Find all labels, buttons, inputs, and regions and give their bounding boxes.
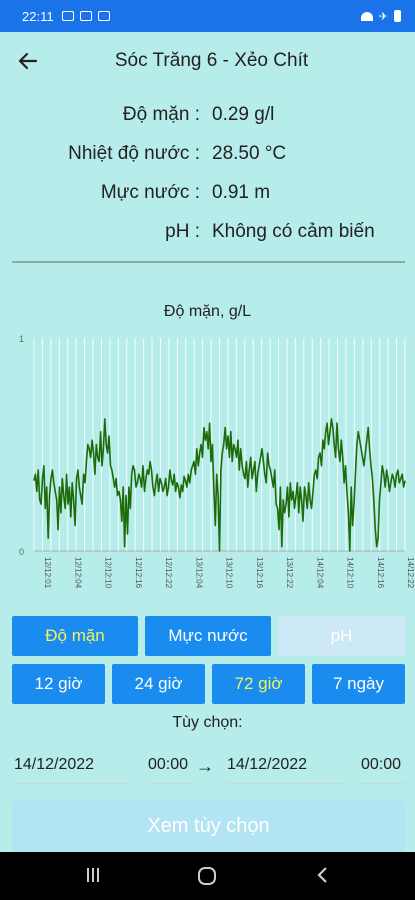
divider	[12, 261, 405, 263]
back-arrow-icon[interactable]	[16, 49, 40, 73]
salinity-chart: 0 1 12/12:01 12/12:04 12/12:10 12/12:16 12/12:…	[0, 330, 415, 610]
airplane-icon: ✈	[378, 10, 388, 23]
to-time-field[interactable]: 00:00	[361, 756, 405, 784]
x-tick-label: 14/12:10	[346, 557, 355, 589]
wifi-icon	[360, 11, 373, 21]
water-level-value: 0.91 m	[212, 182, 271, 203]
ph-row: pH : Không có cảm biến	[0, 221, 415, 257]
from-time-field[interactable]: 00:00	[148, 756, 190, 784]
chart-title: Độ mặn, g/L	[163, 303, 252, 320]
back-nav-icon[interactable]	[314, 866, 332, 884]
x-tick-label: 14/12:04	[315, 557, 324, 589]
ph-value: Không có cảm biến	[212, 221, 375, 242]
cloud-icon	[61, 11, 74, 21]
water-level-row: Mực nước : 0.91 m	[0, 182, 415, 218]
y-tick-label: 1	[19, 334, 24, 344]
x-tick-label: 12/12:10	[104, 557, 113, 589]
x-tick-label: 13/12:16	[255, 557, 264, 589]
status-time: 22:11	[22, 8, 54, 24]
tab-water-level[interactable]: Mực nước	[145, 616, 271, 656]
tab-salinity[interactable]: Độ mặn	[12, 616, 138, 656]
range-arrow: →	[196, 756, 214, 776]
x-tick-label: 12/12:01	[43, 557, 52, 589]
x-tick-label: 13/12:04	[194, 557, 203, 589]
salinity-row: Độ mặn : 0.29 g/l	[0, 104, 415, 140]
water-level-label: Mực nước :	[100, 182, 200, 203]
to-date-field[interactable]: 14/12/2022	[227, 756, 345, 784]
chart-svg: 0 1 12/12:01 12/12:04 12/12:10 12/12:16 12/12:…	[19, 334, 415, 589]
range-24h-button[interactable]: 24 giờ	[112, 664, 205, 704]
page-title: Sóc Trăng 6 - Xẻo Chít	[114, 50, 309, 71]
recent-apps-icon[interactable]	[84, 866, 102, 884]
status-bar: 22:11 ✈	[0, 0, 415, 32]
home-icon[interactable]	[197, 866, 217, 886]
water-temp-label: Nhiệt độ nước :	[68, 143, 200, 164]
x-tick-label: 14/12:16	[376, 557, 385, 589]
x-tick-label: 12/12:22	[164, 557, 173, 589]
custom-label: Tùy chọn:	[172, 714, 243, 731]
app-bar: Sóc Trăng 6 - Xẻo Chít	[0, 32, 415, 90]
ph-label: pH :	[165, 221, 200, 242]
x-tick-label: 12/12:16	[134, 557, 143, 589]
range-7d-button[interactable]: 7 ngày	[312, 664, 405, 704]
water-temp-row: Nhiệt độ nước : 28.50 °C	[0, 143, 415, 179]
x-tick-label: 13/12:22	[285, 557, 294, 589]
x-tick-label: 12/12:04	[73, 557, 82, 589]
from-date-field[interactable]: 14/12/2022	[14, 756, 132, 784]
y-tick-label: 0	[19, 547, 24, 557]
system-nav-bar	[0, 852, 415, 900]
water-temp-value: 28.50 °C	[212, 143, 287, 164]
image-icon	[79, 11, 92, 21]
salinity-label: Độ mặn :	[122, 104, 200, 125]
salinity-value: 0.29 g/l	[212, 104, 275, 125]
salinity-series-line	[33, 418, 406, 552]
range-72h-button[interactable]: 72 giờ	[212, 664, 305, 704]
x-tick-label: 13/12:10	[225, 557, 234, 589]
view-custom-button[interactable]: Xem tùy chọn	[12, 800, 405, 852]
tab-ph[interactable]: pH	[278, 616, 405, 656]
app-notification-icon	[97, 11, 110, 21]
range-12h-button[interactable]: 12 giờ	[12, 664, 105, 704]
x-tick-label: 14/12:22	[406, 557, 415, 589]
battery-icon	[394, 10, 401, 22]
